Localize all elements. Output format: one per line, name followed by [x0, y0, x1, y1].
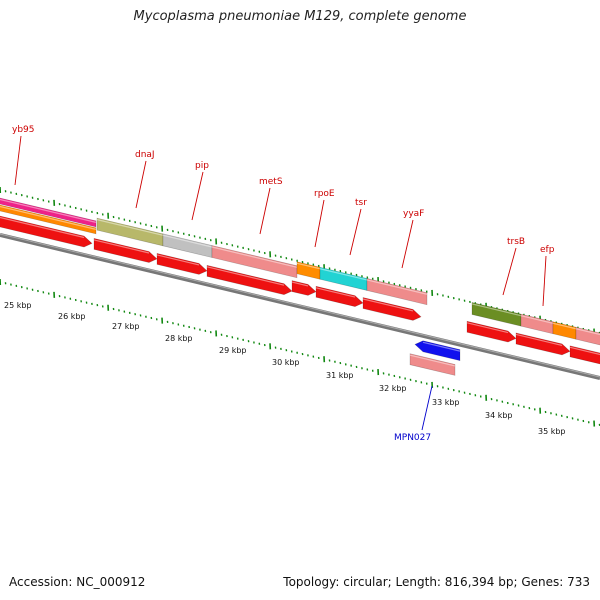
cds-arrow-forward — [156, 253, 208, 275]
cds-arrow-forward-shine — [206, 266, 285, 286]
cds-arrow-forward-shine — [0, 216, 85, 239]
leader-line — [542, 255, 547, 307]
leader-line — [502, 247, 517, 296]
cds-arrow-forward — [466, 320, 517, 343]
gene-block-pink — [211, 245, 298, 279]
cds-arrow-forward — [93, 238, 158, 263]
gene-block-pink-lower — [409, 353, 456, 376]
cds-arrow-forward — [315, 285, 364, 307]
cds-arrow-forward — [515, 332, 571, 356]
accession-text: Accession: NC_000912 — [9, 575, 146, 589]
map-title: Mycoplasma pneumoniae M129, complete gen… — [133, 9, 467, 24]
cds-arrow-forward-shine — [569, 346, 600, 356]
kbp-label: 29 kbp — [219, 346, 247, 355]
gene-label-rpoE: rpoE — [314, 189, 335, 199]
kbp-label: 30 kbp — [272, 358, 300, 367]
kbp-label: 32 kbp — [379, 384, 407, 393]
gene-label-efp: efp — [540, 245, 555, 255]
cds-arrow-forward — [291, 280, 317, 296]
cds-arrow-forward-shine — [156, 254, 200, 266]
kbp-label: 31 kbp — [326, 371, 354, 380]
cds-arrow-forward — [362, 297, 422, 321]
kbp-label: 26 kbp — [58, 312, 86, 321]
cds-arrow-forward-shine — [291, 281, 309, 287]
gene-block-orange — [0, 204, 97, 235]
gene-label-yb95: yb95 — [12, 125, 35, 135]
gene-block-magenta — [0, 197, 97, 228]
kbp-label: 27 kbp — [112, 322, 140, 331]
gene-block-olive-shine — [96, 219, 164, 236]
kbp-label: 34 kbp — [485, 411, 513, 420]
genome-backbone-highlight — [0, 233, 600, 378]
gene-block-orange-shine — [0, 205, 97, 230]
cds-arrow-forward-shine — [315, 287, 356, 298]
gene-label-tsr: tsr — [355, 198, 367, 208]
kbp-label: 35 kbp — [538, 427, 566, 436]
leader-line — [135, 160, 147, 209]
label-leader-lines — [14, 135, 547, 431]
cds-arrow-forward — [0, 215, 93, 248]
gene-block-pink-lower-shine — [409, 354, 456, 367]
gene-block-cyan-shine — [319, 268, 368, 281]
genome-backbone — [0, 233, 600, 380]
gene-block-magenta-shine — [0, 198, 97, 223]
kbp-label: 25 kbp — [4, 301, 32, 310]
gene-block-pink-4 — [575, 326, 600, 346]
gene-block-pink-shine — [211, 246, 298, 268]
leader-line — [349, 208, 362, 256]
ruler-ticks-top — [0, 186, 600, 335]
gene-label-dnaJ: dnaJ — [135, 150, 155, 160]
gene-block-orange-3-shine — [552, 322, 577, 330]
cds-arrow-forward-shine — [466, 322, 509, 334]
gene-label-trsB: trsB — [507, 237, 525, 247]
leader-line — [259, 187, 271, 235]
leader-line — [421, 385, 433, 431]
leader-line — [314, 199, 325, 248]
genome-summary-text: Topology: circular; Length: 816,394 bp; … — [283, 575, 590, 589]
leader-line — [14, 135, 22, 186]
kbp-label: 33 kbp — [432, 398, 460, 407]
cds-arrow-forward — [206, 264, 293, 295]
gene-label-metS: metS — [259, 177, 283, 187]
cds-arrow-forward-shine — [93, 239, 150, 254]
cds-arrow-reverse-MPN027 — [414, 340, 461, 361]
gene-block-pink-2 — [366, 278, 428, 306]
cds-arrow-forward-shine — [515, 333, 563, 347]
gene-label-pip: pip — [195, 161, 209, 171]
gene-block-pink-4-shine — [575, 328, 600, 336]
cds-arrow-forward — [569, 345, 600, 365]
gene-block-orange-2-shine — [296, 262, 321, 270]
gene-block-pink-2-shine — [366, 279, 428, 295]
gene-label-MPN027: MPN027 — [394, 433, 431, 443]
gene-block-pink-3-shine — [520, 315, 554, 324]
ruler-ticks-bottom — [0, 278, 600, 427]
leader-line — [401, 219, 414, 269]
leader-line — [191, 171, 204, 221]
cds-arrow-forward-shine — [362, 298, 414, 312]
gene-block-green-shine — [471, 303, 522, 317]
cds-arrow-reverse-MPN027-shine — [422, 341, 461, 352]
kbp-label: 28 kbp — [165, 334, 193, 343]
gene-label-yyaF: yyaF — [403, 209, 424, 219]
feature-rows — [0, 197, 600, 376]
gene-block-gray-shine — [162, 234, 213, 248]
